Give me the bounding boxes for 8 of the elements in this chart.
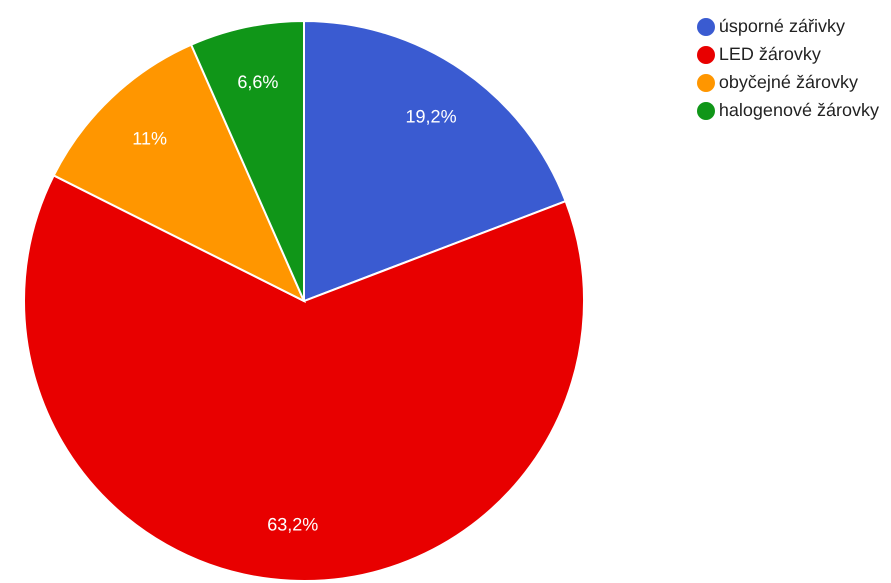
data-label: 63,2% xyxy=(267,514,318,535)
legend-label: obyčejné žárovky xyxy=(718,72,858,92)
legend-label: LED žárovky xyxy=(718,44,821,64)
data-label: 11% xyxy=(132,128,167,149)
legend-label: halogenové žárovky xyxy=(718,100,879,120)
legend-label: úsporné zářivky xyxy=(718,16,845,36)
data-label: 19,2% xyxy=(406,106,457,127)
data-label: 6,6% xyxy=(237,72,278,92)
